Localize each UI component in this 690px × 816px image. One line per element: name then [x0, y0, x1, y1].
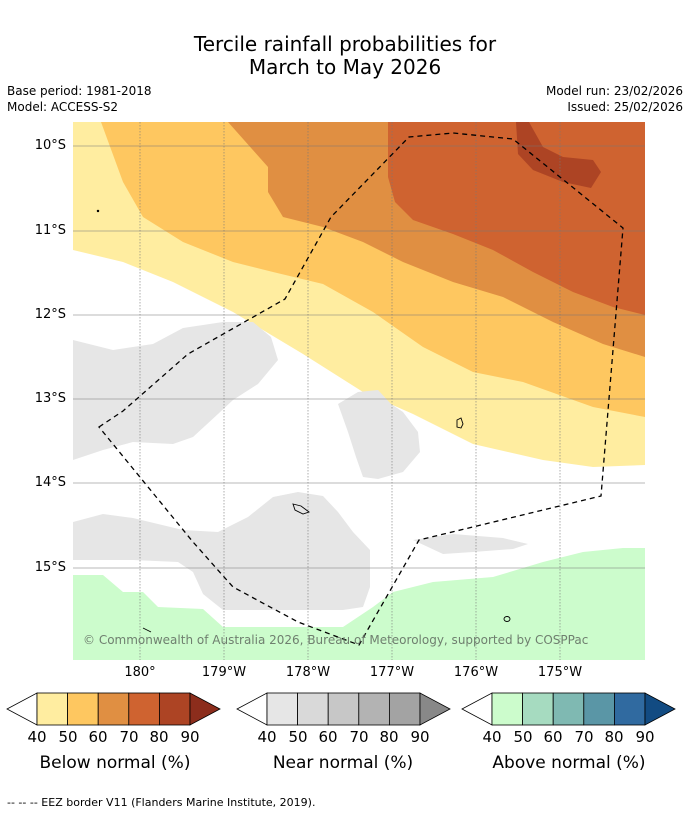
above-40-region	[73, 548, 645, 660]
model-run: Model run: 23/02/2026	[545, 84, 683, 98]
legend-above-swatch	[522, 692, 554, 726]
island-b	[292, 503, 310, 515]
grid-lines	[73, 122, 645, 660]
copyright-notice: © Commonwealth of Australia 2026, Bureau…	[83, 633, 589, 647]
legend-above-high-arrow	[644, 692, 676, 726]
legend-tick: 60	[543, 728, 563, 746]
legend-tick: 60	[88, 728, 108, 746]
legend-above-swatch	[491, 692, 524, 726]
legend-below-swatch	[158, 692, 191, 726]
lon-label: 178°W	[285, 665, 331, 680]
meta-left: Base period: 1981-2018 Model: ACCESS-S2	[7, 83, 152, 115]
map-title-line1: Tercile rainfall probabilities for	[193, 32, 497, 56]
lat-label: 11°S	[34, 223, 66, 238]
legend-caption-above: Above normal (%)	[492, 753, 646, 773]
lon-label: 175°W	[537, 665, 583, 680]
lon-label: 177°W	[369, 665, 415, 680]
legend-near	[236, 692, 451, 726]
map-title-line2: March to May 2026	[248, 55, 442, 79]
legend-below-swatch	[36, 692, 69, 726]
lon-label: 180°	[124, 665, 156, 680]
legend-above-low-arrow	[461, 692, 493, 726]
legend-caption-below: Below normal (%)	[39, 753, 191, 773]
issued-date: Issued: 25/02/2026	[567, 100, 683, 114]
legend-tick: 40	[27, 728, 47, 746]
legend-tick: 40	[257, 728, 277, 746]
below-80-band	[516, 122, 601, 188]
lat-label: 10°S	[34, 138, 66, 153]
legend-tick: 40	[482, 728, 502, 746]
eez-border	[98, 132, 624, 646]
legend-tick: 60	[318, 728, 338, 746]
island-e	[96, 209, 100, 213]
legend-near-swatch	[297, 692, 329, 726]
legend-near-swatch	[358, 692, 390, 726]
legend-tick: 70	[349, 728, 369, 746]
legend-caption-near: Near normal (%)	[272, 753, 414, 773]
legend-above-swatch	[614, 692, 646, 726]
island-d	[142, 627, 152, 633]
near-40-region-east	[413, 534, 528, 554]
legend-above	[461, 692, 676, 726]
legend-below-low-arrow	[6, 692, 38, 726]
eez-footnote: -- -- -- EEZ border V11 (Flanders Marine…	[7, 796, 316, 809]
legend-tick: 50	[288, 728, 308, 746]
legend-above-swatch	[552, 692, 585, 726]
legend-below	[6, 692, 221, 726]
lat-label: 12°S	[34, 307, 66, 322]
model-name: Model: ACCESS-S2	[7, 100, 119, 114]
legend-above-swatch	[583, 692, 615, 726]
legend-tick: 80	[379, 728, 399, 746]
legend-tick: 50	[513, 728, 533, 746]
legend-tick: 90	[410, 728, 430, 746]
islands	[96, 209, 511, 633]
lat-label: 14°S	[34, 475, 66, 490]
lat-label: 15°S	[34, 560, 66, 575]
near-40-region-mid	[338, 390, 420, 479]
legend-tick: 70	[119, 728, 139, 746]
lat-label: 13°S	[34, 391, 66, 406]
legend-tick: 50	[58, 728, 78, 746]
legend-near-swatch	[388, 692, 421, 726]
legend-below-swatch	[67, 692, 99, 726]
legend-near-low-arrow	[236, 692, 268, 726]
legend-near-swatch	[327, 692, 360, 726]
lon-label: 176°W	[453, 665, 499, 680]
near-40-region-south	[73, 492, 370, 610]
near-40-region-north	[73, 322, 278, 460]
legend-below-swatch	[97, 692, 130, 726]
legend-tick: 70	[574, 728, 594, 746]
legend-below-high-arrow	[189, 692, 221, 726]
meta-right: Model run: 23/02/2026 Issued: 25/02/2026	[546, 83, 683, 115]
legend-tick: 90	[635, 728, 655, 746]
legend-tick: 80	[149, 728, 169, 746]
probability-map	[73, 122, 645, 660]
legend-below-swatch	[128, 692, 160, 726]
legend-near-swatch	[266, 692, 299, 726]
base-period: Base period: 1981-2018	[7, 84, 152, 98]
legend-near-high-arrow	[419, 692, 451, 726]
legend-colorbars	[6, 692, 676, 726]
lon-label: 179°W	[201, 665, 247, 680]
island-c	[503, 616, 511, 622]
island-a	[456, 417, 464, 429]
legend-tick: 90	[180, 728, 200, 746]
legend-tick: 80	[604, 728, 624, 746]
